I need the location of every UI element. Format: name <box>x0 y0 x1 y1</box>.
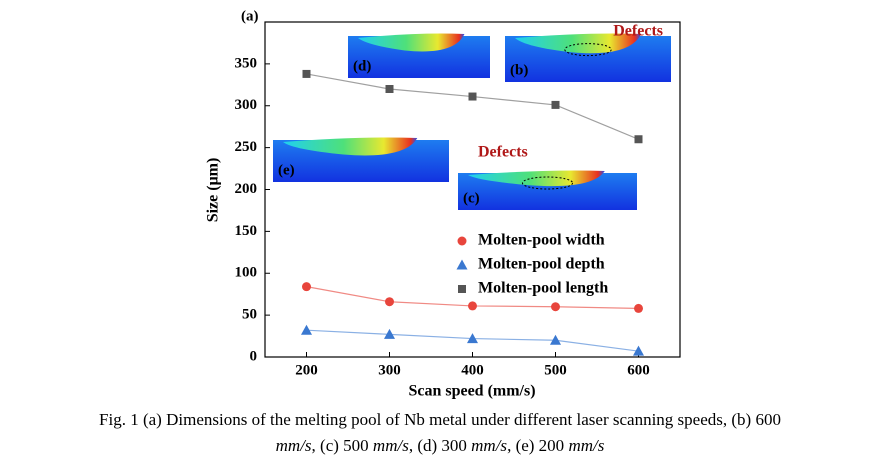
marker <box>384 328 395 339</box>
caption-text: mm/s <box>276 436 312 455</box>
marker <box>551 100 560 109</box>
defect-outline <box>521 176 574 190</box>
marker <box>467 333 478 344</box>
legend-label: Molten-pool length <box>478 280 608 297</box>
x-tick-label: 400 <box>461 362 484 378</box>
inset-melt-pool <box>468 170 605 187</box>
insets: (d) (b) Defects (e) (c) Defects <box>273 23 671 210</box>
y-tick-label: 350 <box>235 55 258 71</box>
caption-text: , (e) 200 <box>507 436 568 455</box>
x-tick-label: 200 <box>295 362 318 378</box>
defect-annotation: Defects <box>613 23 663 40</box>
x-tick-label: 500 <box>544 362 567 378</box>
inset-melt-pool <box>283 137 418 156</box>
marker <box>301 324 312 335</box>
defect-outline <box>564 43 612 57</box>
y-axis-label: Size (μm) <box>205 158 222 223</box>
marker <box>551 302 560 312</box>
legend-label: Molten-pool width <box>478 232 605 249</box>
panel-label: (a) <box>241 8 259 24</box>
marker <box>457 236 467 246</box>
caption-text: mm/s <box>373 436 409 455</box>
series-line <box>306 73 639 140</box>
defect-annotation: Defects <box>478 144 528 161</box>
inset-label: (c) <box>463 190 480 206</box>
marker <box>458 285 466 293</box>
y-tick-label: 150 <box>235 223 258 239</box>
legend-label: Molten-pool depth <box>478 256 605 273</box>
caption-text: , (c) 500 <box>312 436 373 455</box>
caption-text: mm/s <box>568 436 604 455</box>
caption: Fig. 1 (a) Dimensions of the melting poo… <box>99 410 781 455</box>
caption-text: Fig. 1 (a) Dimensions of the melting poo… <box>99 410 781 429</box>
inset-melt-pool <box>515 33 642 54</box>
y-tick-label: 200 <box>235 181 258 197</box>
y-tick-label: 100 <box>235 265 258 281</box>
marker <box>634 303 643 313</box>
inset-label: (d) <box>353 58 371 74</box>
caption-text: mm/s <box>471 436 507 455</box>
marker <box>385 297 394 307</box>
marker <box>302 69 311 78</box>
marker <box>550 334 561 345</box>
marker <box>385 85 394 93</box>
marker <box>468 301 477 311</box>
x-tick-label: 600 <box>627 362 650 378</box>
y-tick-label: 300 <box>235 97 258 113</box>
inset-label: (e) <box>278 162 295 178</box>
x-axis-label: Scan speed (mm/s) <box>408 383 535 400</box>
caption-text: , (d) 300 <box>409 436 471 455</box>
marker <box>456 259 468 270</box>
plot: 200 300 400 500 600 0 50 100 150 200 250 300 350 Molt… <box>235 55 650 378</box>
x-tick-label: 300 <box>378 362 401 378</box>
marker <box>468 92 477 101</box>
inset-label: (b) <box>510 62 528 78</box>
marker <box>302 282 311 292</box>
y-tick-label: 50 <box>242 307 257 323</box>
inset-melt-pool <box>358 33 465 52</box>
y-tick-label: 250 <box>235 139 258 155</box>
marker <box>634 135 643 144</box>
marker <box>633 345 644 356</box>
y-tick-label: 0 <box>250 348 258 364</box>
